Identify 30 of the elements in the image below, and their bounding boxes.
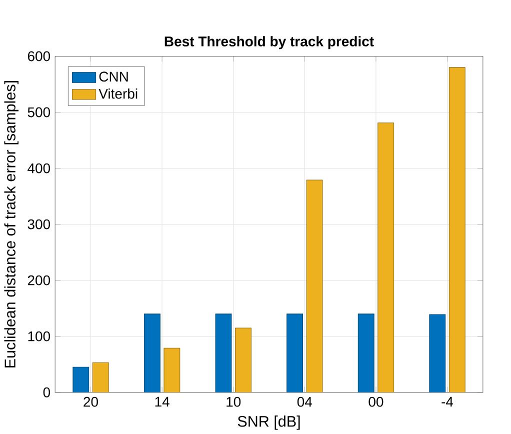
x-tick-label: 14 — [155, 396, 170, 407]
bar — [358, 314, 374, 392]
bar — [306, 180, 323, 392]
bar — [448, 67, 466, 392]
bar — [429, 314, 446, 392]
bar — [72, 366, 90, 392]
chart-title: Best Threshold by track predict — [164, 36, 374, 50]
bar — [144, 314, 160, 392]
y-tick-label: 300 — [28, 219, 50, 230]
bar — [378, 122, 394, 392]
y-tick-label: 0 — [43, 387, 50, 398]
bar — [164, 348, 180, 392]
x-tick-label: -4 — [442, 396, 454, 407]
y-axis-title: Euclidean distance of track error [samples] — [4, 81, 18, 368]
x-axis-title: SNR [dB] — [238, 416, 300, 430]
y-tick-label: 100 — [28, 331, 50, 342]
legend-label: CNN — [99, 72, 128, 82]
y-tick-label: 200 — [28, 275, 50, 286]
bar — [92, 362, 109, 392]
bar — [235, 328, 252, 392]
x-tick-label: 20 — [84, 396, 98, 407]
bar — [215, 314, 232, 392]
x-tick-label: 00 — [368, 396, 384, 407]
y-tick-label: 500 — [28, 107, 50, 118]
legend-label: Viterbi — [98, 88, 138, 99]
y-tick-label: 400 — [28, 163, 50, 174]
y-tick-label: 600 — [28, 51, 50, 62]
bar — [286, 314, 304, 392]
x-tick-label: 10 — [226, 396, 241, 407]
x-tick-label: 04 — [297, 396, 312, 407]
